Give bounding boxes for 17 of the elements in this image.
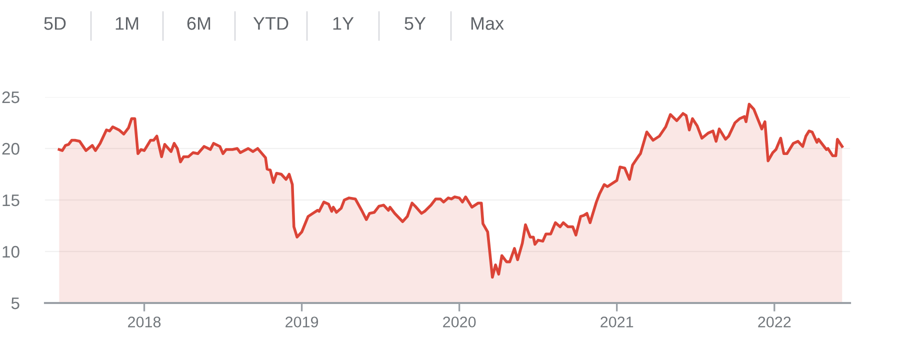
- y-tick-label: 5: [11, 298, 20, 310]
- text: Max: [471, 17, 504, 30]
- text: 5Y: [404, 17, 426, 30]
- x-tick-label: 2021: [600, 316, 634, 328]
- y-tick-label: 10: [2, 246, 20, 258]
- x-tick-label: 2018: [128, 316, 161, 328]
- y-tick-label: 15: [2, 194, 20, 206]
- y-tick-label: 25: [2, 91, 20, 104]
- x-tick-label: 2019: [286, 316, 318, 328]
- text: 1Y: [333, 17, 354, 30]
- text: 5D: [44, 17, 66, 30]
- x-tick-label: 2020: [443, 316, 476, 328]
- text: 1M: [116, 17, 138, 30]
- x-tick-label: 2022: [758, 316, 791, 328]
- text: 6M: [187, 17, 210, 30]
- y-tick-label: 20: [2, 142, 20, 155]
- text: YTD: [253, 17, 288, 30]
